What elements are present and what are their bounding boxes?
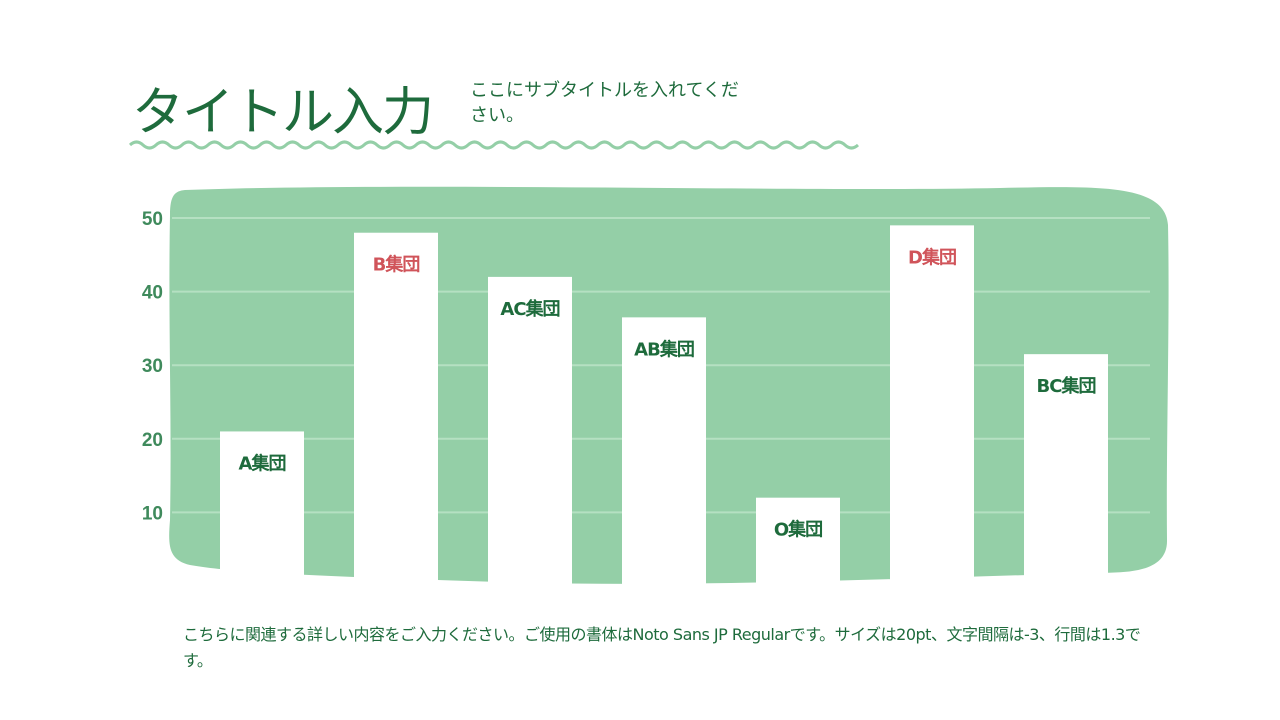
bar <box>756 497 840 590</box>
description-text: こちらに関連する詳しい内容をご入力ください。ご使用の書体はNoto Sans J… <box>183 625 1141 670</box>
bar-label: BC集団 <box>1037 375 1096 397</box>
y-tick-label: 10 <box>142 503 163 524</box>
page-subtitle: ここにサブタイトルを入れてください。 <box>470 80 739 126</box>
wavy-divider <box>128 140 860 150</box>
bar <box>1024 354 1108 590</box>
y-tick-label: 40 <box>142 283 163 304</box>
bar-label: O集団 <box>774 519 822 541</box>
bar <box>890 225 974 591</box>
bar <box>354 232 438 590</box>
bar <box>220 431 304 590</box>
bar <box>622 317 706 590</box>
y-tick-label: 20 <box>142 430 163 451</box>
y-tick-label: 50 <box>142 209 163 230</box>
y-tick-label: 30 <box>142 356 163 377</box>
page-title: タイトル入力 <box>132 83 434 143</box>
bar-label: B集団 <box>373 254 420 276</box>
bar-label: AC集団 <box>500 298 559 320</box>
bar-label: A集団 <box>239 452 286 474</box>
bar <box>488 276 572 590</box>
bar-label: AB集団 <box>634 338 694 360</box>
bar-label: D集団 <box>908 246 956 268</box>
